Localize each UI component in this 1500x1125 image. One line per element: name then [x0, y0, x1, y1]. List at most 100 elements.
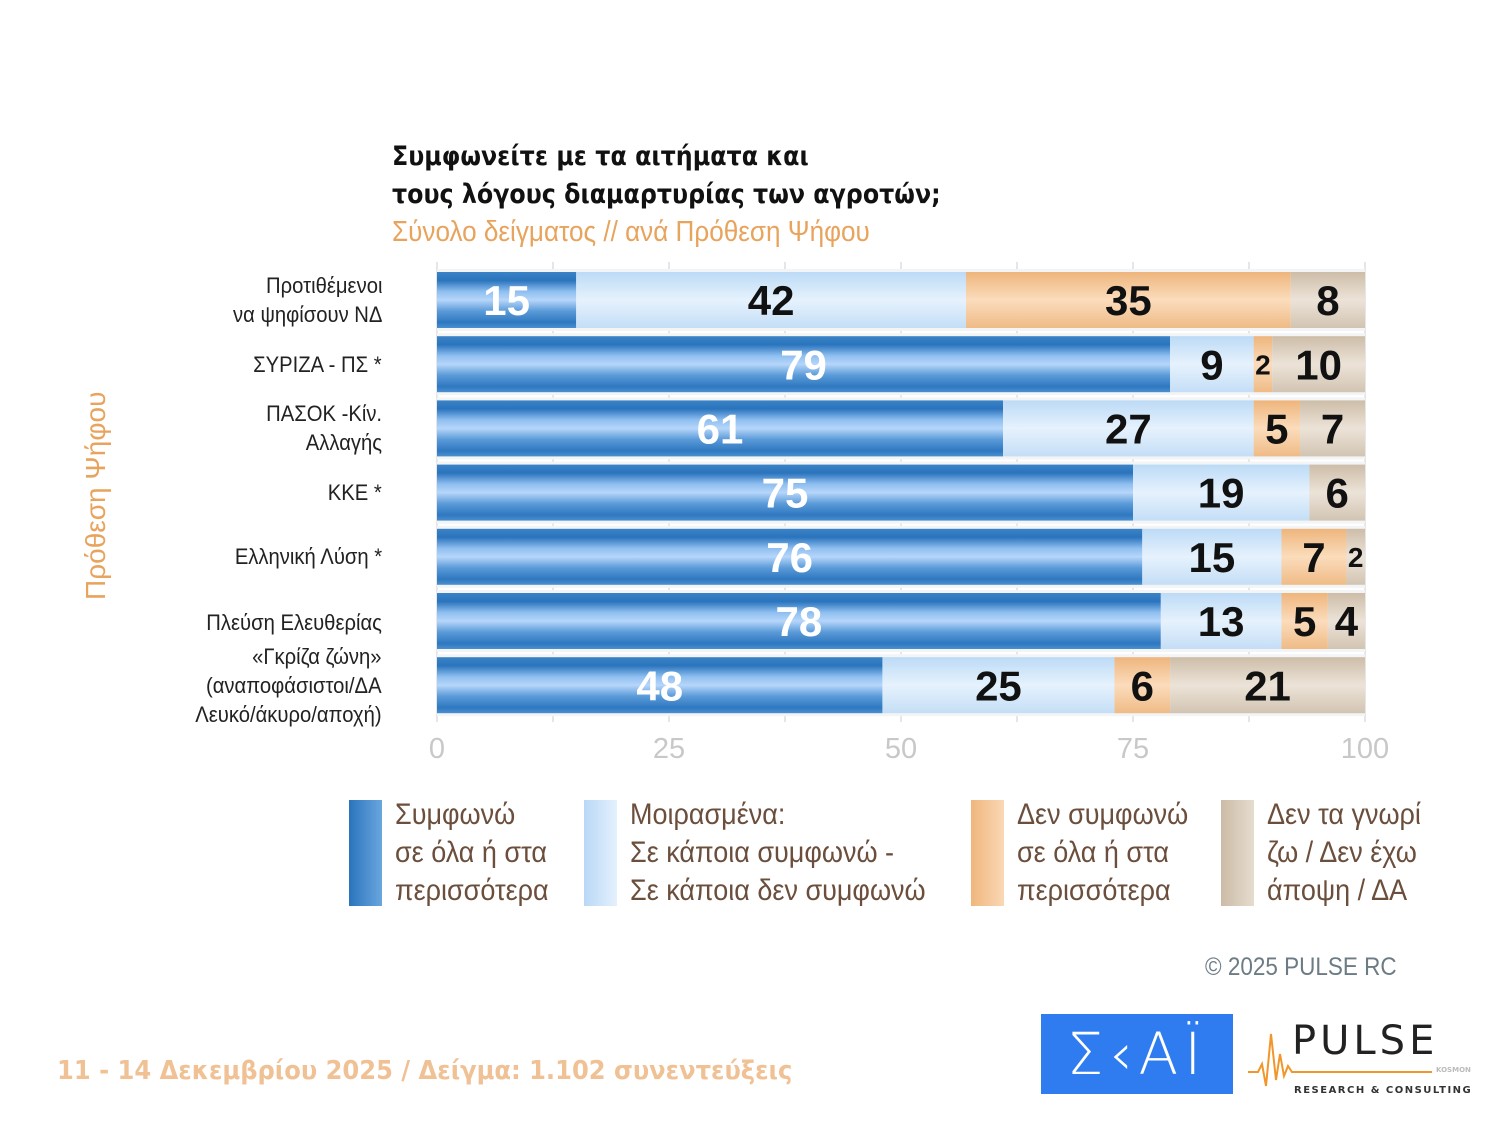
pulse-logo: PULSE KOSMON RESEARCH & CONSULTING — [1248, 1018, 1471, 1096]
legend-swatch — [584, 800, 617, 906]
row-label-line: Πλεύση Ελευθερίας — [206, 609, 382, 635]
row-label-line: Αλλαγής — [305, 430, 382, 456]
bar-segment — [1003, 400, 1254, 457]
data-label: 61 — [697, 406, 744, 453]
bar-segment — [437, 464, 1133, 521]
legend-label-line: περισσότερα — [395, 874, 549, 906]
bar-segment — [965, 272, 1291, 328]
data-label: 75 — [762, 470, 809, 517]
chart-subtitle: Σύνολο δείγματος // ανά Πρόθεση Ψήφου — [392, 216, 870, 248]
bar-segment — [437, 336, 1171, 393]
legend-label: Συμφωνώ σε όλα ή στα περισσότερα — [395, 800, 549, 906]
data-label: 27 — [1105, 406, 1152, 453]
bar-segment — [1114, 657, 1171, 714]
x-tick-label: 0 — [429, 733, 445, 765]
svg-text:RESEARCH & CONSULTING: RESEARCH & CONSULTING — [1294, 1085, 1471, 1096]
row-label-line: Ελληνική Λύση * — [234, 544, 382, 570]
data-label: 6 — [1325, 470, 1348, 517]
bar-segment — [1142, 528, 1282, 585]
row-label-line: να ψηφίσουν ΝΔ — [232, 302, 382, 327]
row-label: Ελληνική Λύση * — [235, 542, 382, 571]
legend-label-line: άποψη / ΔΑ — [1267, 874, 1408, 906]
bar-segment — [1253, 336, 1273, 393]
legend-item: Μοιρασμένα: Σε κάποια συμφωνώ - Σε κάποια … — [584, 800, 964, 906]
bar-segment — [1346, 528, 1365, 585]
bar-segment — [1170, 336, 1254, 393]
row-label: ΠΑΣΟΚ -Κίν. Αλλαγής — [266, 399, 382, 457]
row-label-line: «Γκρίζα ζώνη» — [252, 643, 382, 669]
data-label: 6 — [1131, 662, 1154, 709]
bar-segment — [882, 657, 1115, 714]
data-label: 76 — [766, 534, 813, 581]
x-tick-label: 50 — [885, 733, 917, 765]
legend-label-line: σε όλα ή στα — [395, 836, 547, 869]
bar-segment — [1253, 400, 1301, 457]
data-label: 15 — [483, 277, 530, 324]
row-label: Πλεύση Ελευθερίας — [206, 608, 382, 637]
bar-segment — [1170, 657, 1365, 714]
data-label: 8 — [1316, 277, 1339, 324]
legend-swatch — [1221, 800, 1254, 906]
legend-label-line: περισσότερα — [1017, 874, 1171, 906]
row-label-line: ΚΚΕ * — [327, 480, 382, 506]
legend-label: Δεν τα γνωρί ζω / Δεν έχω άποψη / ΔΑ — [1267, 800, 1421, 906]
legend-item: Συμφωνώ σε όλα ή στα περισσότερα — [349, 800, 579, 906]
data-label: 7 — [1302, 534, 1325, 581]
data-label: 4 — [1335, 598, 1359, 645]
chart-title: Συμφωνείτε με τα αιτήματα και τους λόγου… — [392, 138, 941, 214]
legend-item: Δεν τα γνωρί ζω / Δεν έχω άποψη / ΔΑ — [1221, 800, 1422, 906]
footer-fieldwork: 11 - 14 Δεκεμβρίου 2025 / Δείγμα: 1.102 … — [57, 1056, 793, 1086]
svg-text:KOSMON: KOSMON — [1436, 1066, 1471, 1074]
bar-segment — [1133, 464, 1310, 521]
data-label: 25 — [975, 662, 1022, 709]
bar-segment — [437, 528, 1143, 585]
data-label: 78 — [776, 598, 823, 645]
bar-segment — [1290, 272, 1365, 328]
skai-logo: Σ‹AΪ — [1041, 1014, 1233, 1094]
data-label: 42 — [748, 277, 795, 324]
bar-segment — [1160, 593, 1282, 649]
data-label: 13 — [1198, 598, 1245, 645]
legend-label-line: Σε κάποια συμφωνώ - — [630, 836, 895, 869]
bar-segment — [437, 657, 883, 714]
row-label: Προτιθέμενοι να ψηφίσουν ΝΔ — [233, 271, 382, 329]
bar-segment — [1281, 528, 1347, 585]
data-label: 5 — [1265, 406, 1288, 453]
row-label: ΚΚΕ * — [328, 478, 382, 507]
row-label-line: Λευκό/άκυρο/αποχή) — [195, 701, 382, 727]
data-label: 7 — [1321, 406, 1344, 453]
data-label: 21 — [1244, 662, 1291, 709]
legend-label-line: ζω / Δεν έχω — [1267, 836, 1417, 869]
bar-segment — [576, 272, 966, 328]
row-label: ΣΥΡΙΖΑ - ΠΣ * — [254, 350, 382, 379]
row-label-line: ΠΑΣΟΚ -Κίν. — [266, 401, 382, 427]
bar-segment — [1327, 593, 1365, 649]
legend-swatch — [349, 800, 382, 906]
data-label: 10 — [1295, 341, 1342, 388]
legend-label-line: Μοιρασμένα: — [630, 800, 786, 831]
bar-segment — [1300, 400, 1365, 457]
row-label: «Γκρίζα ζώνη» (αναποφάσιστοι/ΔΑ Λευκό/άκυρ… — [196, 642, 382, 729]
row-label-line: (αναποφάσιστοι/ΔΑ — [206, 672, 382, 698]
legend-label: Δεν συμφωνώ σε όλα ή στα περισσότερα — [1017, 800, 1188, 906]
legend-label-line: σε όλα ή στα — [1017, 836, 1169, 869]
svg-text:PULSE: PULSE — [1292, 1018, 1438, 1064]
data-label: 5 — [1293, 598, 1316, 645]
data-label: 9 — [1200, 341, 1223, 388]
data-label: 35 — [1105, 277, 1152, 324]
x-tick-label: 25 — [653, 733, 685, 765]
bar-segment — [1309, 464, 1365, 521]
title-line: Συμφωνείτε με τα αιτήματα και — [392, 141, 809, 172]
bar-segment — [437, 400, 1004, 457]
x-tick-label: 75 — [1117, 733, 1149, 765]
legend-label-line: Δεν τα γνωρί — [1267, 800, 1421, 831]
bar-segment — [1272, 336, 1365, 393]
data-label: 48 — [636, 662, 683, 709]
data-label: 15 — [1189, 534, 1236, 581]
legend-item: Δεν συμφωνώ σε όλα ή στα περισσότερα — [971, 800, 1211, 906]
data-label: 79 — [780, 341, 827, 388]
title-line: τους λόγους διαμαρτυρίας των αγροτών; — [392, 179, 941, 210]
legend-label-line: Σε κάποια δεν συμφωνώ — [630, 874, 926, 906]
